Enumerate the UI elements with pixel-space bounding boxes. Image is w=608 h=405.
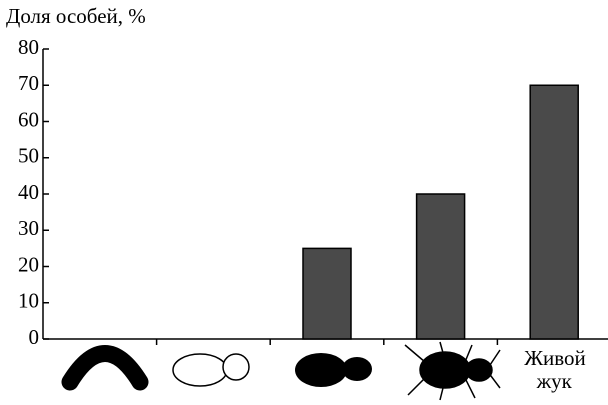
y-axis-label: Доля особей, %	[6, 4, 146, 28]
y-tick-label: 0	[29, 325, 40, 349]
bar	[302, 247, 352, 340]
y-tick-label: 30	[18, 216, 39, 240]
icon-curved-larva	[61, 345, 149, 391]
y-tick-label: 40	[18, 180, 39, 204]
icon-outline-pupa	[172, 353, 250, 387]
icon-solid-pupa	[295, 353, 372, 387]
y-tick-label: 80	[18, 35, 39, 59]
x-tick-label: Живой жук	[524, 346, 586, 393]
icon-beetle	[404, 341, 501, 401]
y-tick-label: 20	[18, 252, 39, 276]
bar	[529, 84, 579, 340]
y-tick-label: 70	[18, 71, 39, 95]
y-tick-label: 10	[18, 289, 39, 313]
y-tick-label: 60	[18, 107, 39, 131]
bar	[415, 193, 466, 340]
y-tick-label: 50	[18, 144, 39, 168]
